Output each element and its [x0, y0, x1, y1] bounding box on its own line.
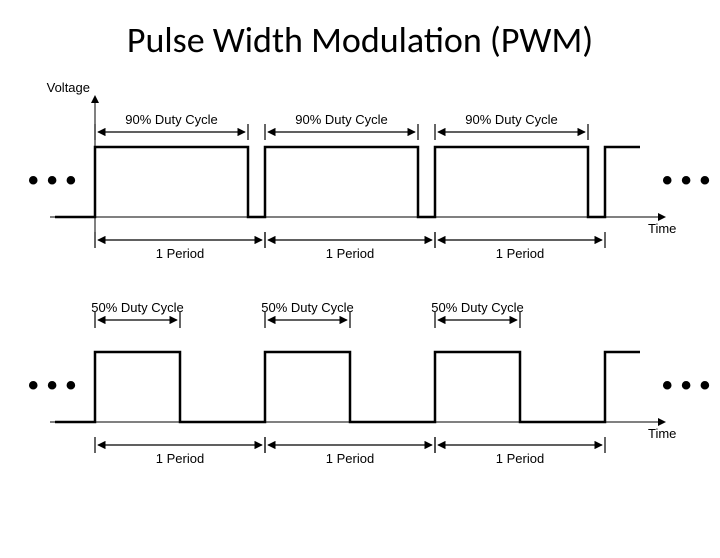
period-label: 1 Period	[156, 451, 204, 466]
x-axis-label: Time	[648, 426, 676, 441]
page-title: Pulse Width Modulation (PWM)	[0, 18, 720, 62]
duty-label: 90% Duty Cycle	[465, 112, 557, 127]
period-label: 1 Period	[156, 246, 204, 261]
ellipsis-right: • • •	[662, 164, 710, 197]
ellipsis-right: • • •	[662, 369, 710, 402]
ellipsis-left: • • •	[28, 369, 76, 402]
waveform-1	[55, 352, 640, 422]
period-label: 1 Period	[326, 451, 374, 466]
pwm-diagram: Voltage Time • • • • • • 90% Duty Cycle 90% D…	[0, 82, 720, 522]
duty-label: 50% Duty Cycle	[431, 300, 523, 315]
period-label: 1 Period	[496, 246, 544, 261]
duty-label: 90% Duty Cycle	[295, 112, 387, 127]
ellipsis-left: • • •	[28, 164, 76, 197]
duty-label: 50% Duty Cycle	[261, 300, 353, 315]
period-label: 1 Period	[496, 451, 544, 466]
period-label: 1 Period	[326, 246, 374, 261]
waveform-0	[55, 147, 640, 217]
x-axis-label: Time	[648, 221, 676, 236]
duty-label: 50% Duty Cycle	[91, 300, 183, 315]
duty-label: 90% Duty Cycle	[125, 112, 217, 127]
y-axis-label: Voltage	[47, 82, 90, 95]
